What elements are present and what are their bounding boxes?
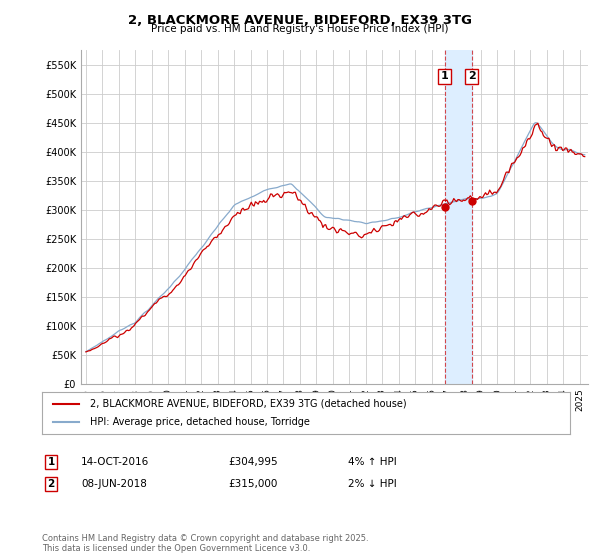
- Text: 2: 2: [47, 479, 55, 489]
- Text: 08-JUN-2018: 08-JUN-2018: [81, 479, 147, 489]
- Text: 2: 2: [468, 72, 476, 81]
- Bar: [445, 50, 472, 384]
- Text: 4% ↑ HPI: 4% ↑ HPI: [348, 457, 397, 467]
- Text: 1: 1: [47, 457, 55, 467]
- Text: 2, BLACKMORE AVENUE, BIDEFORD, EX39 3TG (detached house): 2, BLACKMORE AVENUE, BIDEFORD, EX39 3TG …: [89, 399, 406, 409]
- Text: Price paid vs. HM Land Registry's House Price Index (HPI): Price paid vs. HM Land Registry's House …: [151, 24, 449, 34]
- Text: HPI: Average price, detached house, Torridge: HPI: Average price, detached house, Torr…: [89, 417, 310, 427]
- Text: Contains HM Land Registry data © Crown copyright and database right 2025.
This d: Contains HM Land Registry data © Crown c…: [42, 534, 368, 553]
- Text: £304,995: £304,995: [228, 457, 278, 467]
- Text: £315,000: £315,000: [228, 479, 277, 489]
- Text: 1: 1: [441, 72, 448, 81]
- Text: 14-OCT-2016: 14-OCT-2016: [81, 457, 149, 467]
- Text: 2% ↓ HPI: 2% ↓ HPI: [348, 479, 397, 489]
- Text: 2, BLACKMORE AVENUE, BIDEFORD, EX39 3TG: 2, BLACKMORE AVENUE, BIDEFORD, EX39 3TG: [128, 14, 472, 27]
